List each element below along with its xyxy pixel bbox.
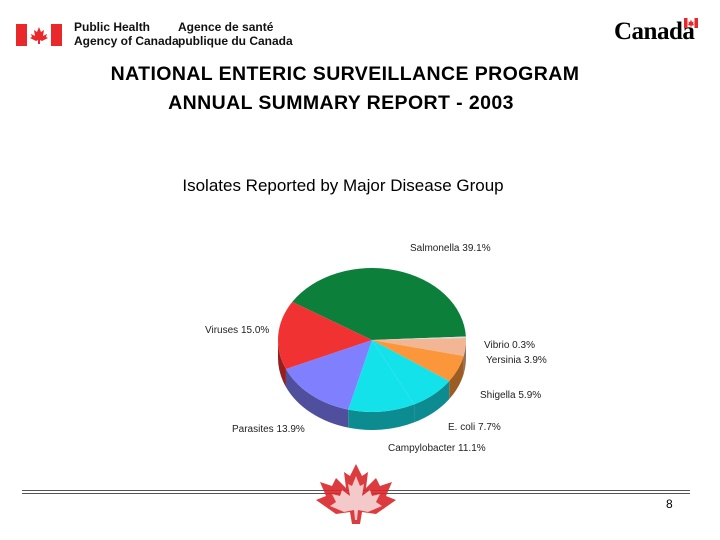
pie-slice-shigella [372,340,464,382]
pie-slice-viruses [278,301,372,369]
label-yersinia: Yersinia 3.9% [486,355,547,366]
report-title-line1: NATIONAL ENTERIC SURVEILLANCE PROGRAM [110,63,580,85]
canada-flag-icon [16,24,62,46]
pie-side-yersinia [463,340,467,375]
agency-fr-line2: publique du Canada [178,34,293,48]
report-title-line2: ANNUAL SUMMARY REPORT - 2003 [168,92,514,114]
pie-slice-parasites [285,340,372,410]
canada-wordmark: Canada [614,18,695,45]
wordmark-flag-icon [684,18,698,28]
label-vibrio: Vibrio 0.3% [484,340,535,351]
pie-side-campylobacter [348,404,415,430]
pie-slice-yersinia [372,337,466,357]
pie-slice-campylobacter [348,340,415,412]
header-bar: Public Health Agency of Canada Agence de… [0,0,720,60]
pie-slice-salmonella [292,268,466,340]
agency-en-line2: Agency of Canada [74,34,179,48]
pie-slice-ecoli [372,340,450,405]
label-campylobacter: Campylobacter 11.1% [388,443,486,454]
label-salmonella: Salmonella 39.1% [410,243,491,254]
label-shigella: Shigella 5.9% [480,390,542,401]
pie-side-parasites [285,368,349,428]
pie-slice-vibrio [372,336,466,340]
agency-name-en: Public Health Agency of Canada [74,20,179,48]
agency-name-fr: Agence de santé publique du Canada [178,20,293,48]
label-parasites: Parasites 13.9% [232,424,305,435]
pie-side-viruses [278,340,286,387]
agency-fr-line1: Agence de santé [178,20,274,34]
label-viruses: Viruses 15.0% [205,325,270,336]
label-ecoli: E. coli 7.7% [448,422,501,433]
pie-side-ecoli [414,381,450,423]
agency-en-line1: Public Health [74,20,151,34]
maple-leaf-icon [316,464,396,524]
chart-title: Isolates Reported by Major Disease Group [182,176,504,195]
page-number: 8 [666,497,673,511]
pie-side-shigella [449,356,464,400]
